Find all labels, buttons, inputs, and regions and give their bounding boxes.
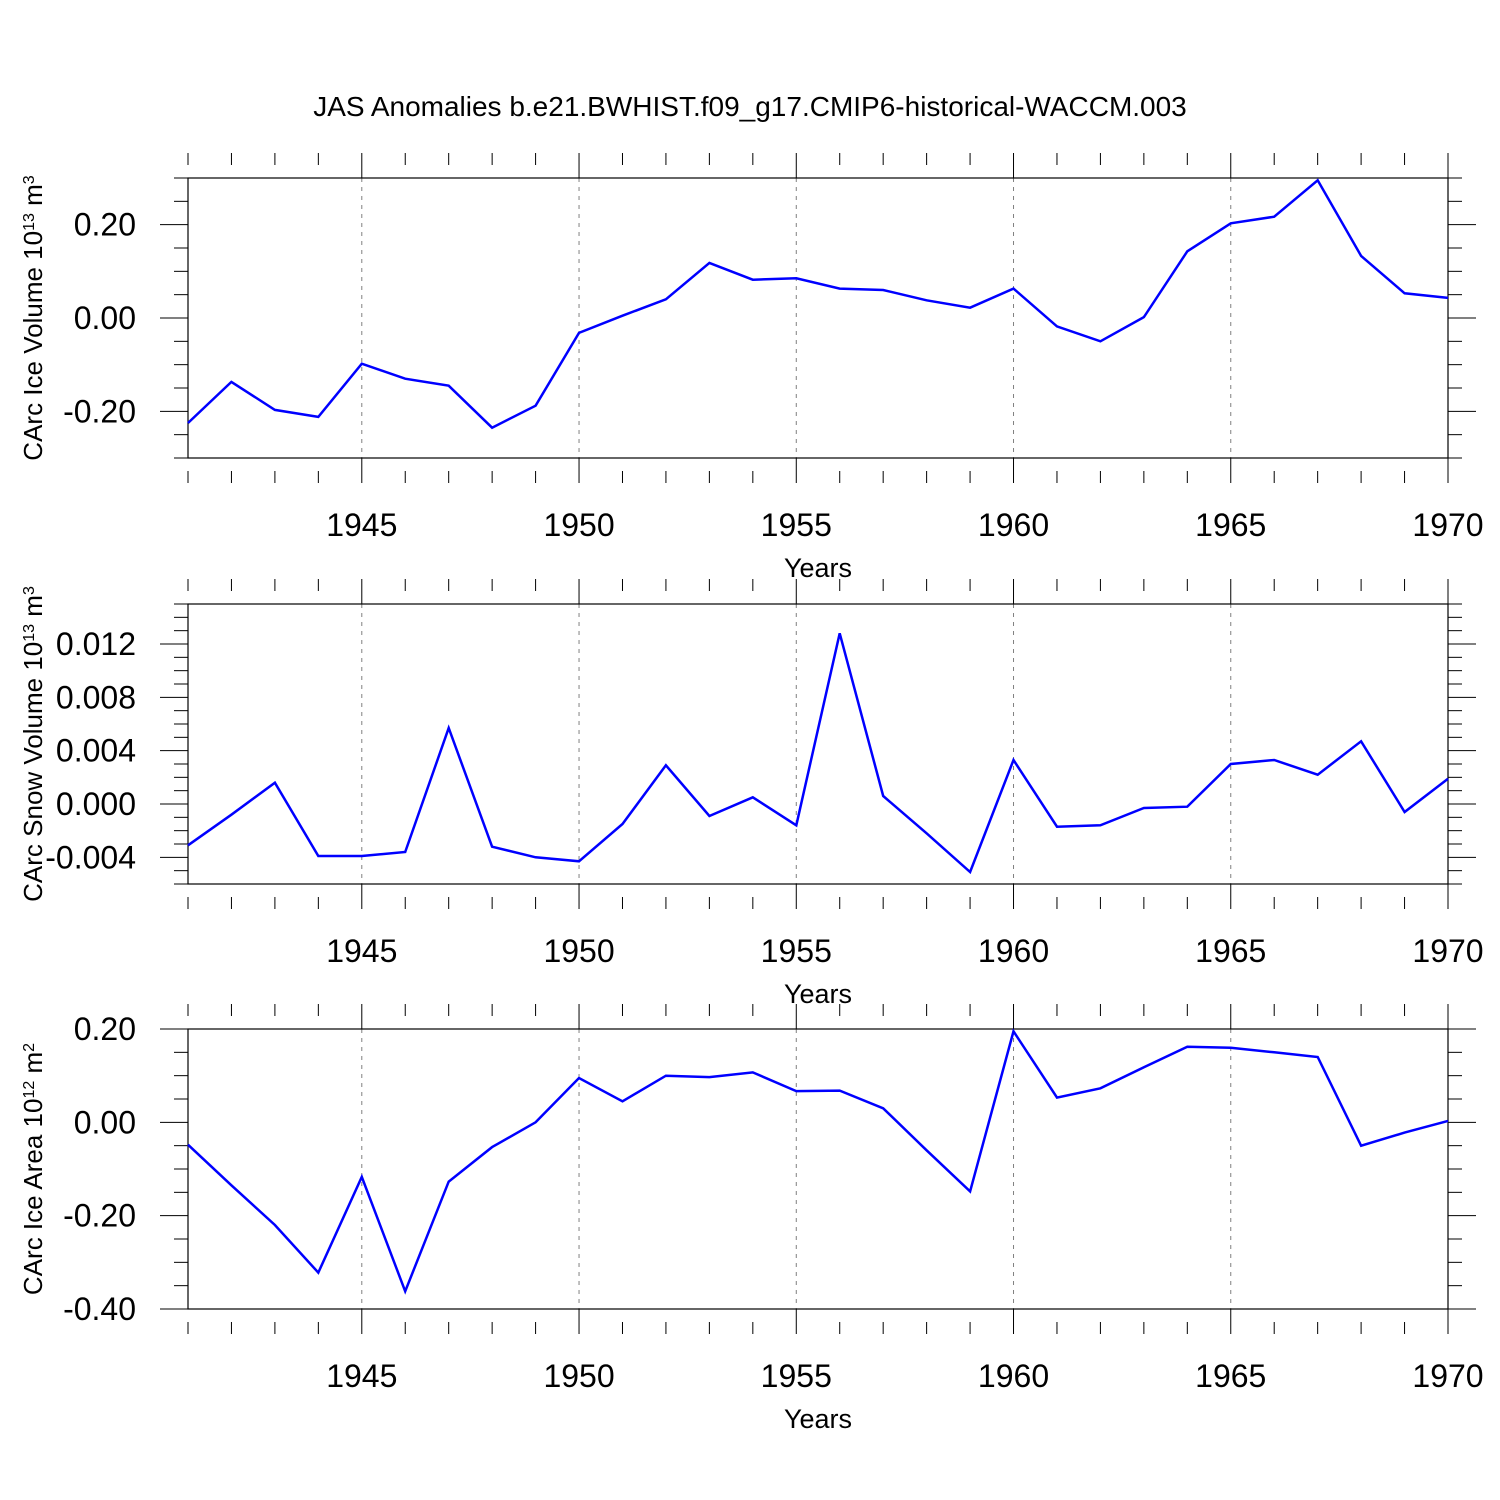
y-tick-label: 0.004 xyxy=(56,733,136,769)
x-tick-label: 1950 xyxy=(543,1358,614,1394)
x-tick-label: 1945 xyxy=(326,507,397,543)
x-tick-label: 1950 xyxy=(543,507,614,543)
x-tick-label: 1955 xyxy=(761,507,832,543)
y-axis-label-superscript: 13 xyxy=(21,624,38,642)
y-axis-label-part: m xyxy=(18,595,48,624)
y-axis-label-part: m xyxy=(18,184,48,213)
y-tick-label: 0.008 xyxy=(56,679,136,715)
y-tick-label: 0.20 xyxy=(74,207,136,243)
chart-title: JAS Anomalies b.e21.BWHIST.f09_g17.CMIP6… xyxy=(313,91,1187,122)
x-axis-label: Years xyxy=(784,979,852,1009)
x-tick-label: 1960 xyxy=(978,933,1049,969)
x-axis-label: Years xyxy=(784,1404,852,1434)
x-tick-label: 1970 xyxy=(1412,507,1483,543)
series-line xyxy=(187,1028,1449,1295)
y-axis-label-part: CArc Ice Area 10 xyxy=(18,1099,48,1296)
y-axis-label-superscript: 2 xyxy=(21,1043,38,1052)
y-axis-label: CArc Snow Volume 1013 m3 xyxy=(18,586,48,902)
chart-panel-2: -0.004 0.000 0.004 0.008 0.012 1945 1950 1955 19… xyxy=(18,579,1484,1009)
y-tick-label: 0.012 xyxy=(56,626,136,662)
y-axis-label-superscript: 3 xyxy=(21,175,38,184)
chart-panel-3: -0.40 -0.20 0.00 0.20 1945 1950 1955 1960 1965 19… xyxy=(18,1004,1484,1434)
x-tick-label: 1960 xyxy=(978,1358,1049,1394)
y-tick-label: -0.20 xyxy=(63,1198,136,1234)
x-tick-label: 1970 xyxy=(1412,933,1483,969)
x-axis-label: Years xyxy=(784,553,852,583)
y-axis-label: CArc Ice Volume 1013 m3 xyxy=(18,175,48,460)
plot-frame xyxy=(187,603,1449,885)
y-axis-label-part: m xyxy=(18,1052,48,1081)
x-tick-label: 1960 xyxy=(978,507,1049,543)
x-tick-label: 1945 xyxy=(326,933,397,969)
series-line xyxy=(187,178,1449,430)
y-tick-label: 0.000 xyxy=(56,786,136,822)
y-axis-label-superscript: 3 xyxy=(21,586,38,595)
x-tick-label: 1945 xyxy=(326,1358,397,1394)
series-line xyxy=(187,632,1449,875)
x-tick-label: 1950 xyxy=(543,933,614,969)
x-tick-label: 1965 xyxy=(1195,1358,1266,1394)
y-tick-label: 0.00 xyxy=(74,1104,136,1140)
x-tick-label: 1965 xyxy=(1195,507,1266,543)
panels: -0.20 0.00 0.20 1945 1950 1955 1960 1965 1970 Yea… xyxy=(18,153,1484,1434)
y-tick-label: -0.004 xyxy=(45,839,136,875)
y-axis-label: CArc Ice Area 1012 m2 xyxy=(18,1043,48,1295)
y-axis-label-superscript: 13 xyxy=(21,213,38,231)
y-axis-label-part: CArc Ice Volume 10 xyxy=(18,231,48,461)
x-tick-label: 1955 xyxy=(761,933,832,969)
y-tick-label: 0.00 xyxy=(74,300,136,336)
y-tick-label: 0.20 xyxy=(74,1011,136,1047)
y-tick-label: -0.20 xyxy=(63,393,136,429)
y-axis-label-superscript: 12 xyxy=(21,1081,38,1099)
y-tick-label: -0.40 xyxy=(63,1291,136,1327)
chart-panel-1: -0.20 0.00 0.20 1945 1950 1955 1960 1965 1970 Yea… xyxy=(18,153,1484,583)
x-tick-label: 1970 xyxy=(1412,1358,1483,1394)
x-tick-label: 1955 xyxy=(761,1358,832,1394)
y-axis-label-part: CArc Snow Volume 10 xyxy=(18,642,48,902)
x-tick-label: 1965 xyxy=(1195,933,1266,969)
